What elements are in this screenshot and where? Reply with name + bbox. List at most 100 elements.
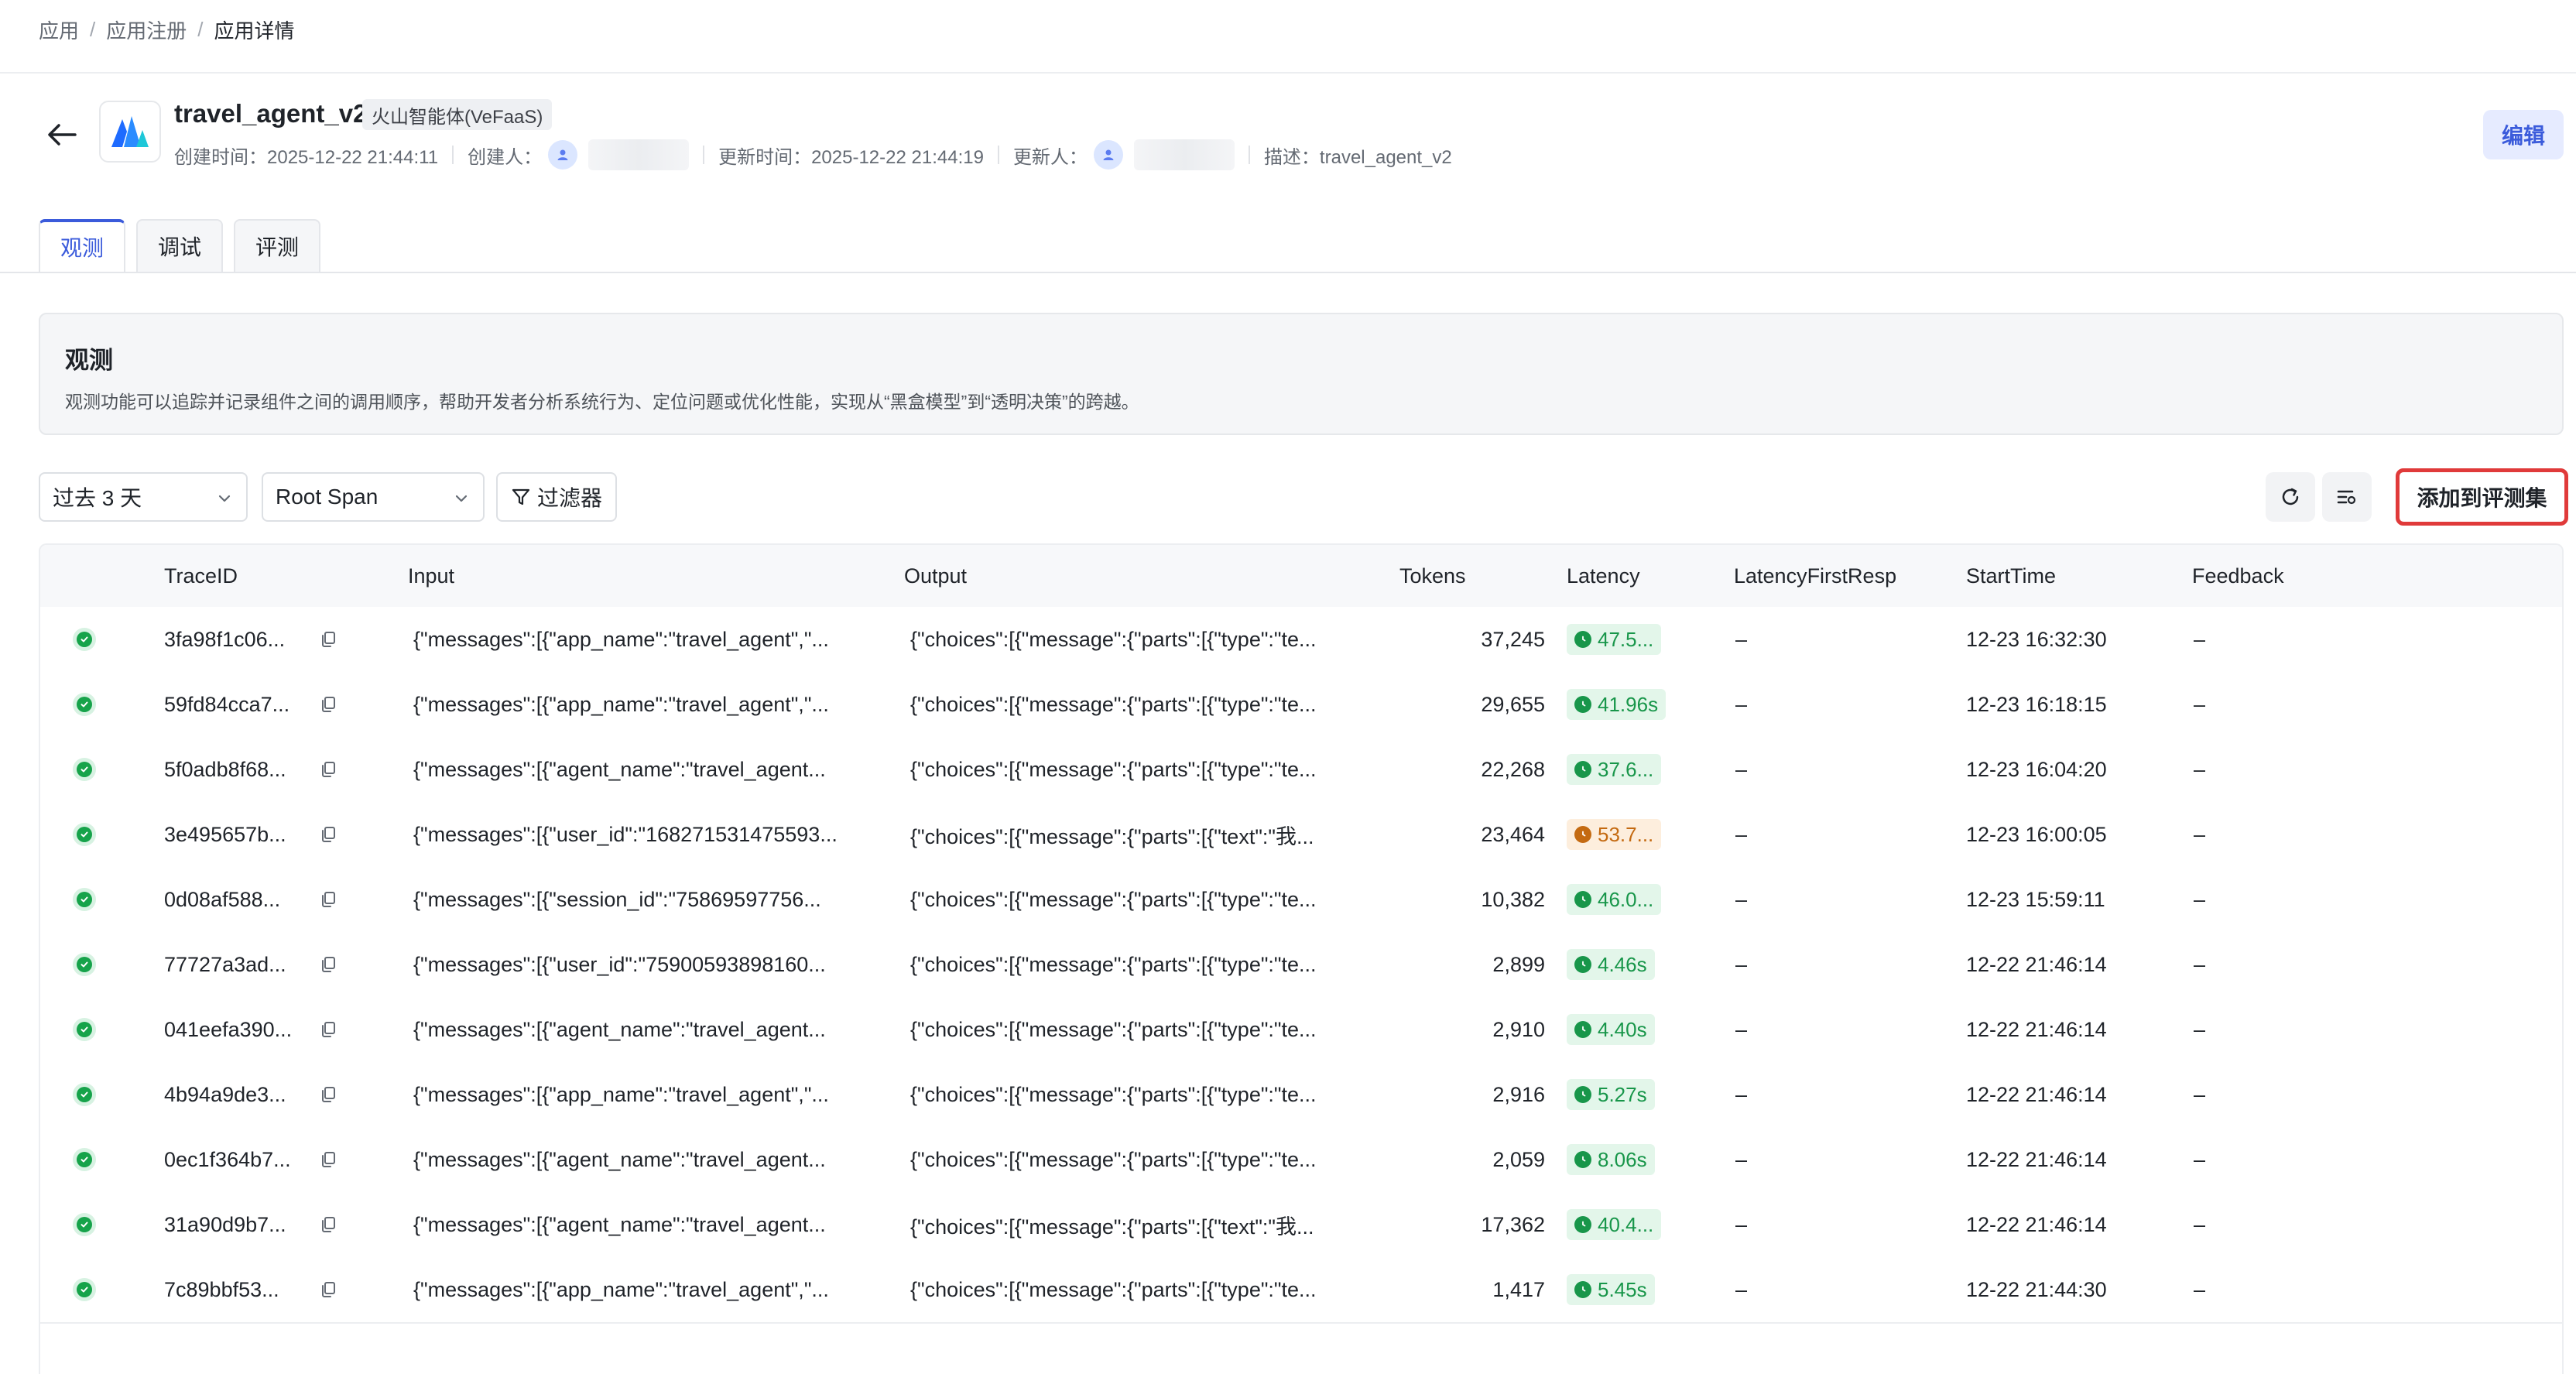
trace-id[interactable]: 77727a3ad... — [164, 952, 286, 976]
column-header-traceid[interactable]: TraceID — [164, 564, 238, 588]
creator: 创建人： — [468, 139, 690, 170]
output-preview[interactable]: {"choices":[{"message":{"parts":[{"type"… — [910, 1017, 1317, 1041]
column-header-tokens[interactable]: Tokens — [1399, 564, 1466, 588]
latency-first-resp-value: – — [1735, 1147, 1748, 1171]
input-preview[interactable]: {"messages":[{"agent_name":"travel_agent… — [413, 1212, 826, 1236]
trace-id[interactable]: 3e495657b... — [164, 822, 286, 846]
status-cell — [73, 672, 96, 737]
trace-id[interactable]: 31a90d9b7... — [164, 1212, 286, 1236]
app-meta: 创建时间：2025-12-22 21:44:11 创建人： 更新时间：2025-… — [174, 139, 1452, 170]
table-row[interactable]: 0d08af588... {"messages":[{"session_id":"… — [40, 867, 2562, 934]
copy-button[interactable] — [319, 1062, 350, 1127]
output-preview[interactable]: {"choices":[{"message":{"parts":[{"text"… — [910, 824, 1314, 848]
trace-id[interactable]: 7c89bbf53... — [164, 1277, 279, 1301]
copy-button[interactable] — [319, 607, 350, 672]
output-preview[interactable]: {"choices":[{"message":{"parts":[{"type"… — [910, 1277, 1317, 1301]
status-cell — [73, 737, 96, 802]
table-row[interactable]: 5f0adb8f68... {"messages":[{"agent_name":… — [40, 737, 2562, 803]
column-settings-button[interactable] — [2322, 472, 2372, 522]
breadcrumb-item-app-detail: 应用详情 — [214, 19, 295, 43]
copy-button[interactable] — [319, 1192, 350, 1257]
column-header-input[interactable]: Input — [408, 564, 455, 588]
table-row[interactable]: 3fa98f1c06... {"messages":[{"app_name":"t… — [40, 607, 2562, 673]
refresh-button[interactable] — [2266, 472, 2315, 522]
status-cell — [73, 1127, 96, 1192]
input-preview[interactable]: {"messages":[{"agent_name":"travel_agent… — [413, 1147, 826, 1171]
check-circle-icon — [73, 693, 96, 716]
tab-observe[interactable]: 观测 — [39, 219, 126, 272]
output-preview[interactable]: {"choices":[{"message":{"parts":[{"type"… — [910, 1147, 1317, 1171]
edit-button[interactable]: 编辑 — [2483, 110, 2564, 159]
table-row[interactable]: 0ec1f364b7... {"messages":[{"agent_name":… — [40, 1127, 2562, 1194]
filter-button[interactable]: 过滤器 — [496, 472, 617, 522]
input-preview[interactable]: {"messages":[{"agent_name":"travel_agent… — [413, 757, 826, 781]
output-preview[interactable]: {"choices":[{"message":{"parts":[{"type"… — [910, 692, 1317, 716]
updated-time: 更新时间：2025-12-22 21:44:19 — [718, 146, 984, 168]
creator-name-redacted — [588, 139, 690, 170]
copy-button[interactable] — [319, 867, 350, 932]
meta-separator — [703, 146, 705, 164]
output-preview[interactable]: {"choices":[{"message":{"parts":[{"type"… — [910, 627, 1317, 651]
table-row[interactable]: 77727a3ad... {"messages":[{"user_id":"759… — [40, 932, 2562, 999]
input-preview[interactable]: {"messages":[{"agent_name":"travel_agent… — [413, 1017, 826, 1041]
tokens-value: 10,382 — [1481, 887, 1545, 911]
table-row[interactable]: 041eefa390... {"messages":[{"agent_name":… — [40, 997, 2562, 1064]
back-button[interactable] — [43, 116, 80, 153]
copy-button[interactable] — [319, 1257, 350, 1322]
trace-id[interactable]: 3fa98f1c06... — [164, 627, 286, 651]
input-preview[interactable]: {"messages":[{"app_name":"travel_agent",… — [413, 692, 829, 716]
table-row[interactable]: 4b94a9de3... {"messages":[{"app_name":"tr… — [40, 1062, 2562, 1129]
trace-id[interactable]: 041eefa390... — [164, 1017, 293, 1041]
created-time: 创建时间：2025-12-22 21:44:11 — [174, 146, 439, 168]
copy-button[interactable] — [319, 1127, 350, 1192]
copy-icon — [322, 632, 335, 647]
trace-id[interactable]: 0ec1f364b7... — [164, 1147, 291, 1171]
breadcrumb-item-app-registry[interactable]: 应用注册 — [106, 19, 187, 43]
span-type-select[interactable]: Root Span — [262, 472, 485, 522]
input-preview[interactable]: {"messages":[{"user_id":"75900593898160.… — [413, 952, 826, 976]
table-row[interactable]: 3e495657b... {"messages":[{"user_id":"168… — [40, 802, 2562, 869]
trace-id[interactable]: 4b94a9de3... — [164, 1082, 286, 1106]
output-preview[interactable]: {"choices":[{"message":{"parts":[{"type"… — [910, 1082, 1317, 1106]
input-preview[interactable]: {"messages":[{"app_name":"travel_agent",… — [413, 627, 829, 651]
output-preview[interactable]: {"choices":[{"message":{"parts":[{"type"… — [910, 952, 1317, 976]
breadcrumb-item-apps[interactable]: 应用 — [39, 19, 80, 43]
input-preview[interactable]: {"messages":[{"session_id":"75869597756.… — [413, 887, 821, 911]
table-row[interactable]: 31a90d9b7... {"messages":[{"agent_name":"… — [40, 1192, 2562, 1259]
check-circle-icon — [73, 823, 96, 846]
start-time-value: 12-22 21:46:14 — [1966, 1212, 2107, 1236]
table-row[interactable]: 7c89bbf53... {"messages":[{"app_name":"tr… — [40, 1257, 2562, 1324]
copy-button[interactable] — [319, 802, 350, 867]
latency-cell: 5.27s — [1567, 1062, 1655, 1127]
input-preview[interactable]: {"messages":[{"app_name":"travel_agent",… — [413, 1277, 829, 1301]
output-preview[interactable]: {"choices":[{"message":{"parts":[{"type"… — [910, 887, 1317, 911]
input-preview[interactable]: {"messages":[{"user_id":"168271531475593… — [413, 822, 838, 846]
copy-button[interactable] — [319, 672, 350, 737]
column-header-feedback[interactable]: Feedback — [2192, 564, 2284, 588]
copy-button[interactable] — [319, 737, 350, 802]
column-header-latency-first-resp[interactable]: LatencyFirstResp — [1734, 564, 1897, 588]
check-circle-icon — [73, 1278, 96, 1301]
tab-evaluate[interactable]: 评测 — [234, 219, 321, 272]
latency-value: 37.6... — [1598, 757, 1654, 781]
column-header-latency[interactable]: Latency — [1567, 564, 1640, 588]
add-to-eval-set-button[interactable]: 添加到评测集 — [2396, 468, 2568, 526]
column-header-starttime[interactable]: StartTime — [1966, 564, 2057, 588]
copy-button[interactable] — [319, 932, 350, 997]
output-preview[interactable]: {"choices":[{"message":{"parts":[{"text"… — [910, 1215, 1314, 1239]
input-preview[interactable]: {"messages":[{"app_name":"travel_agent",… — [413, 1082, 829, 1106]
tokens-value: 17,362 — [1481, 1212, 1545, 1236]
tokens-value: 1,417 — [1492, 1277, 1545, 1301]
trace-id[interactable]: 5f0adb8f68... — [164, 757, 286, 781]
output-preview[interactable]: {"choices":[{"message":{"parts":[{"type"… — [910, 757, 1317, 781]
time-range-select[interactable]: 过去 3 天 — [39, 472, 248, 522]
tab-debug[interactable]: 调试 — [136, 219, 224, 272]
copy-button[interactable] — [319, 997, 350, 1062]
check-circle-icon — [73, 953, 96, 976]
tokens-value: 2,059 — [1492, 1147, 1545, 1171]
trace-id[interactable]: 0d08af588... — [164, 887, 281, 911]
trace-id[interactable]: 59fd84cca7... — [164, 692, 290, 716]
status-cell — [73, 1062, 96, 1127]
table-row[interactable]: 59fd84cca7... {"messages":[{"app_name":"t… — [40, 672, 2562, 738]
column-header-output[interactable]: Output — [904, 564, 968, 588]
